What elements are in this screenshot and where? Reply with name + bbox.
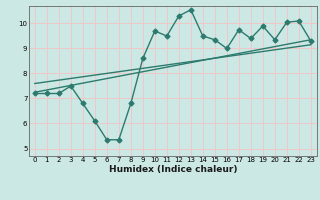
X-axis label: Humidex (Indice chaleur): Humidex (Indice chaleur) <box>108 165 237 174</box>
